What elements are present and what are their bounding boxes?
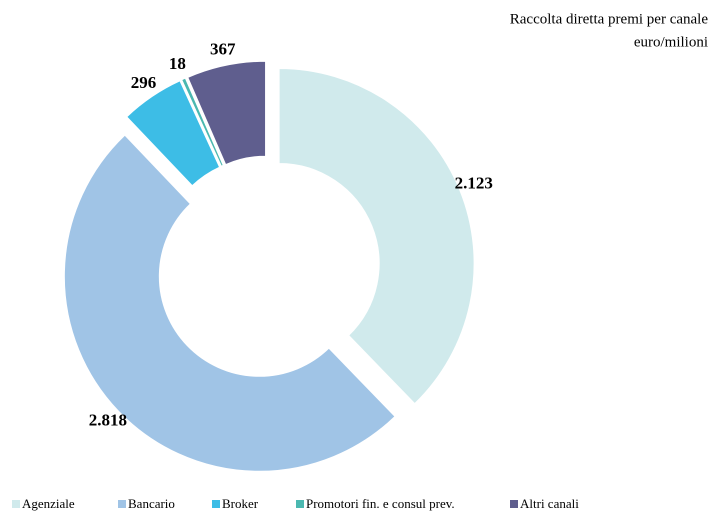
value-label: 296	[131, 73, 157, 92]
legend-swatch	[118, 500, 126, 508]
chart-subtitle: euro/milioni	[634, 34, 708, 50]
legend-label: Broker	[222, 496, 259, 511]
value-label: 367	[210, 40, 236, 59]
legend-swatch	[510, 500, 518, 508]
value-label: 2.818	[89, 411, 127, 430]
legend-label: Agenziale	[22, 496, 75, 511]
slice	[278, 67, 475, 405]
legend-label: Bancario	[128, 496, 175, 511]
slice	[63, 134, 396, 472]
slice	[126, 80, 221, 187]
legend-label: Promotori fin. e consul prev.	[306, 496, 455, 511]
chart-title: Raccolta diretta premi per canale	[510, 11, 709, 27]
value-label: 2.123	[455, 174, 493, 193]
legend-swatch	[12, 500, 20, 508]
legend-swatch	[296, 500, 304, 508]
slice	[187, 60, 267, 166]
value-label: 18	[169, 54, 186, 73]
slice	[181, 77, 224, 167]
legend-label: Altri canali	[520, 496, 579, 511]
legend-swatch	[212, 500, 220, 508]
